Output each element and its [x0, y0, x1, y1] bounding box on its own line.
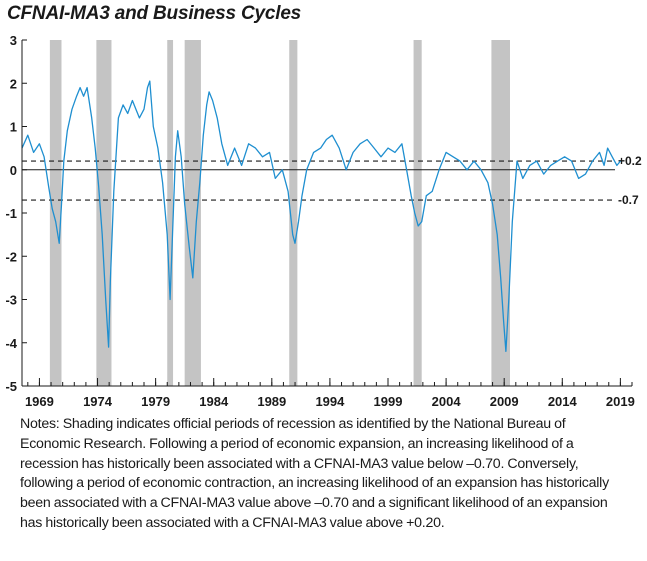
x-tick-label: 1979: [141, 394, 170, 409]
recession-shading-layer: [49, 40, 510, 386]
threshold-label: +0.2: [618, 154, 642, 168]
recession-band: [49, 40, 62, 386]
x-tick-label: 2014: [548, 394, 578, 409]
chart-notes: Notes: Shading indicates official period…: [20, 416, 609, 531]
y-tick-label: -1: [5, 206, 17, 221]
recession-band: [96, 40, 112, 386]
recession-band: [167, 40, 174, 386]
chart-title: CFNAI-MA3 and Business Cycles: [7, 3, 302, 24]
recession-band: [491, 40, 510, 386]
y-tick-label: -5: [5, 379, 17, 394]
x-tick-label: 1999: [374, 394, 403, 409]
x-tick-label: 1969: [25, 394, 54, 409]
x-tick-label: 2004: [432, 394, 462, 409]
axes-layer: 3 2 1 0 -1 -2 -3 -4 -5 1969 1974 1979 1984 1989 1994 19…: [5, 33, 634, 409]
y-tick-label: 1: [10, 120, 17, 135]
x-tick-label: 1974: [83, 394, 113, 409]
cfnai-chart: +0.2 -0.7 3 2 1 0 -1 -2 -3 -4 -5 1969 1974 1979 1984 1…: [5, 33, 642, 409]
threshold-label: -0.7: [618, 193, 639, 207]
x-tick-label: 1984: [199, 394, 229, 409]
recession-band: [289, 40, 298, 386]
x-tick-label: 1989: [257, 394, 286, 409]
x-tick-label: 2009: [490, 394, 519, 409]
y-tick-label: 2: [10, 76, 17, 91]
recession-band: [184, 40, 201, 386]
recession-band: [413, 40, 422, 386]
cfnai-ma3-line: [21, 80, 621, 353]
y-tick-label: -2: [5, 249, 17, 264]
series-line-layer: [21, 80, 621, 353]
y-tick-label: -3: [5, 293, 17, 308]
x-tick-label: 1994: [315, 394, 345, 409]
x-tick-label: 2019: [606, 394, 635, 409]
y-tick-label: -4: [5, 336, 17, 351]
y-tick-label: 0: [10, 163, 17, 178]
y-tick-label: 3: [10, 33, 17, 48]
